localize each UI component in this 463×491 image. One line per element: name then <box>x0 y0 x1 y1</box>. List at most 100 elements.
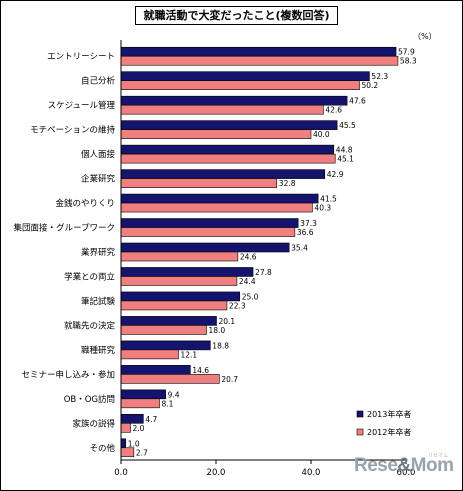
bar-series-2012 <box>120 129 312 139</box>
data-label: 50.2 <box>361 81 378 90</box>
bar-series-2013 <box>120 340 211 351</box>
bar-series-2013 <box>120 413 144 424</box>
legend-swatch <box>356 410 364 418</box>
data-label: 8.1 <box>161 399 173 408</box>
legend-label: 2013年卒者 <box>367 409 411 419</box>
data-label: 18.8 <box>212 341 229 350</box>
bars-group <box>120 46 399 458</box>
bar-series-2012 <box>120 276 238 286</box>
category-label: モチベーションの維持 <box>30 125 115 136</box>
category-label: 家族の説得 <box>72 418 115 429</box>
bar-series-2013 <box>120 438 127 449</box>
bar-series-2012 <box>120 398 160 409</box>
data-label: 22.3 <box>229 301 246 310</box>
unit-label: （%） <box>413 32 437 41</box>
bar-series-2012 <box>120 349 179 360</box>
data-label: 45.5 <box>339 121 356 130</box>
bar-series-2013 <box>120 169 326 179</box>
category-label: 学業との両立 <box>64 271 115 282</box>
bar-series-2013 <box>120 120 338 130</box>
value-labels: 57.958.3 52.350.2 47.6 42.6 45.5 40.0 44.845.1… <box>128 48 417 458</box>
data-label: 18.0 <box>209 326 226 335</box>
x-tick-label: 20.0 <box>207 468 226 478</box>
watermark-text-dot: & <box>397 455 411 476</box>
data-label: 36.6 <box>297 228 314 237</box>
bar-series-2012 <box>120 104 324 115</box>
legend-label: 2012年卒者 <box>367 427 411 437</box>
bar-series-2013 <box>120 218 299 228</box>
bar-series-2012 <box>120 325 207 335</box>
x-tick-label: 0.0 <box>114 468 128 478</box>
chart-title: 就職活動で大変だったこと(複数回答) <box>135 6 338 25</box>
bar-series-2013 <box>120 95 348 106</box>
data-label: 45.1 <box>337 155 354 164</box>
data-label: 57.9 <box>398 48 415 57</box>
data-label: 40.3 <box>314 204 331 213</box>
data-label: 58.3 <box>400 57 417 66</box>
data-label: 25.0 <box>242 292 259 301</box>
x-tick-label: 40.0 <box>302 468 321 478</box>
data-label: 2.0 <box>133 424 145 433</box>
bar-series-2012 <box>120 80 360 91</box>
bar-series-2013 <box>120 316 217 326</box>
category-label: 業界研究 <box>81 247 116 258</box>
category-label: その他 <box>89 443 115 454</box>
category-label: 金銭のやりくり <box>55 198 115 209</box>
category-label: 個人面接 <box>81 149 116 160</box>
data-label: 42.9 <box>327 170 344 179</box>
data-label: 40.0 <box>313 130 330 139</box>
bar-series-2012 <box>120 202 313 213</box>
category-label: OB・OG訪問 <box>64 394 115 405</box>
data-label: 20.7 <box>221 375 238 384</box>
data-label: 27.8 <box>255 268 272 277</box>
bar-series-2012 <box>120 227 296 237</box>
bar-series-2013 <box>120 46 397 57</box>
category-label: 就職先の決定 <box>64 320 116 331</box>
bar-series-2012 <box>120 251 239 262</box>
category-label: 集団面接・グループワーク <box>14 223 116 234</box>
data-label: 24.4 <box>239 277 256 286</box>
data-label: 12.1 <box>180 350 197 359</box>
bar-series-2012 <box>120 153 336 164</box>
watermark-logo: Rese&Mom <box>354 455 454 477</box>
data-label: 20.1 <box>218 317 235 326</box>
category-label: スケジュール管理 <box>48 100 116 111</box>
data-label: 4.7 <box>145 415 157 424</box>
x-axis: 0.0 20.0 40.0 60.0 <box>114 40 415 478</box>
category-label: セミナー申し込み・参加 <box>21 369 115 380</box>
category-label: エントリーシート <box>47 52 115 62</box>
bar-series-2013 <box>120 193 319 204</box>
bar-series-2013 <box>120 144 335 155</box>
x-tick-label: 60.0 <box>397 468 416 478</box>
data-label: 32.8 <box>279 179 296 188</box>
data-label: 44.8 <box>336 146 353 155</box>
bar-series-2012 <box>120 422 131 433</box>
legend-swatch <box>356 428 364 436</box>
watermark-small-text: リセマム <box>428 453 449 459</box>
data-label: 2.7 <box>136 448 148 457</box>
category-label: 職種研究 <box>81 345 116 356</box>
bar-series-2013 <box>120 71 370 82</box>
bar-series-2012 <box>120 55 399 66</box>
data-label: 24.6 <box>240 253 257 262</box>
bar-series-2013 <box>120 267 254 277</box>
watermark-text-end: Mom <box>410 455 454 476</box>
data-label: 1.0 <box>128 439 140 448</box>
data-label: 42.6 <box>325 106 342 115</box>
data-label: 9.4 <box>168 390 180 399</box>
bar-series-2013 <box>120 291 241 302</box>
bar-series-2012 <box>120 300 228 311</box>
category-label: 企業研究 <box>81 174 116 185</box>
bar-series-2012 <box>120 374 220 384</box>
category-label: 筆記試験 <box>81 296 116 307</box>
watermark-text-main: Rese <box>354 455 398 476</box>
data-label: 14.6 <box>192 366 209 375</box>
bar-series-2013 <box>120 242 290 253</box>
bar-series-2013 <box>120 389 166 400</box>
bar-series-2013 <box>120 365 191 375</box>
data-label: 47.6 <box>349 97 366 106</box>
bar-series-2012 <box>120 178 278 188</box>
category-label: 自己分析 <box>81 76 116 87</box>
